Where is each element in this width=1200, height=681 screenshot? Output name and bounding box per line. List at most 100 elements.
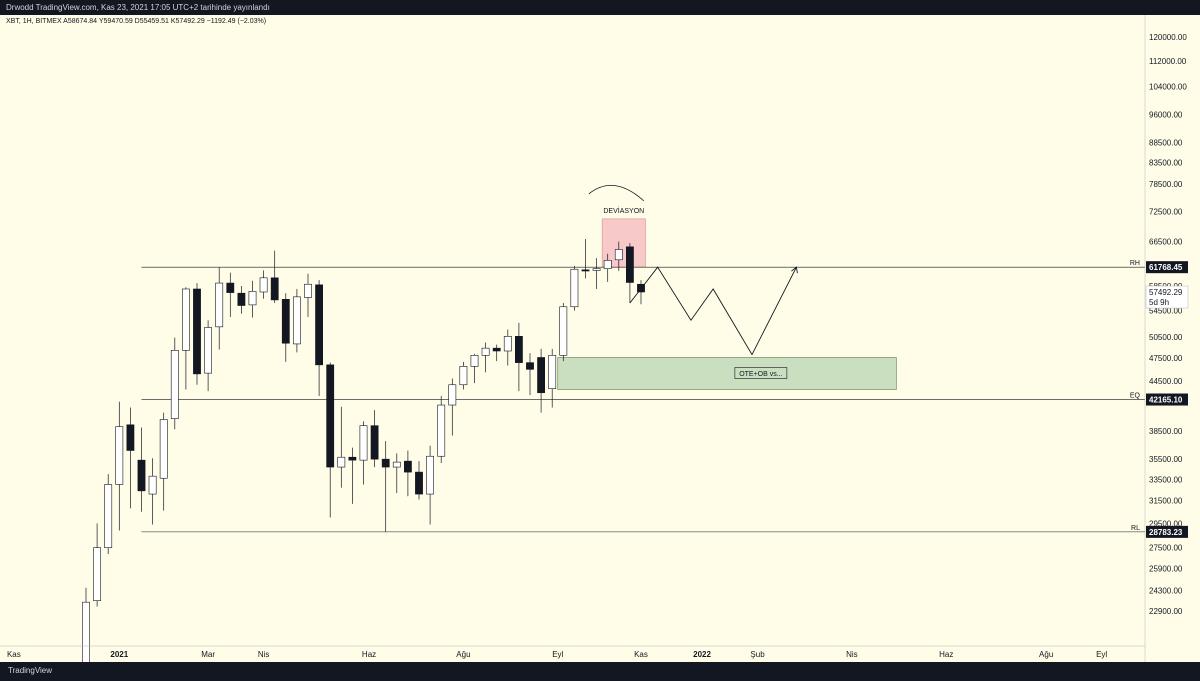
candle-bear [625,246,634,283]
level-price-tag-text: 42165.10 [1149,396,1183,405]
price-tick-label: 24300.00 [1149,587,1183,596]
candle-bull [614,249,623,261]
candle-bull [470,355,479,367]
time-tick-label: Mar [201,650,215,659]
level-price-tag-text: 61768.45 [1149,263,1183,272]
level-price-tag [1146,525,1188,538]
symbol-info: XBT, 1H, BITMEX A58674.84 Y59470.59 D554… [6,18,267,25]
candle-bull [82,601,90,662]
candle-bull [359,425,368,461]
candle-bear [237,292,246,306]
footer-bar: TradingView [0,662,1200,681]
candle-bull [182,288,190,351]
projection [629,266,798,356]
projection-path [629,266,797,356]
projection-arrowhead [791,266,798,274]
candle-bull [204,327,212,374]
candle-bull [215,282,224,328]
candle-bear [415,471,423,495]
price-tick-label: 54500.00 [1149,307,1183,316]
price-tick-label: 25900.00 [1149,564,1183,573]
deviation-zone [601,218,646,268]
annotations: DEVİASYON OTE+OB vs... [588,184,788,379]
price-tick-label: 33500.00 [1149,475,1183,484]
time-tick-label: Şub [750,650,765,659]
candle-bull [503,336,512,352]
zones [557,218,897,390]
ote-ob-zone [557,357,897,390]
candle-bear [348,456,357,461]
levels: RH EQ RL [141,260,1145,533]
candle-bull [448,384,457,406]
price-tick-label: 72500.00 [1149,208,1183,217]
price-tick-label: 44500.00 [1149,377,1183,386]
time-tick-label: Haz [939,650,953,659]
time-axis[interactable]: Kas 2021 Mar Nis Haz Ağu Eyl Kas 2022 Şub Nis Haz Ağ… [7,650,1107,659]
time-tick-label: Haz [362,650,376,659]
candle-bear [315,284,323,366]
countdown-text: 5d 9h [1149,298,1169,307]
price-tick-label: 104000.00 [1149,83,1187,92]
time-tick-label: Eyl [552,650,563,659]
candle-bear [281,299,290,344]
candles [82,238,645,662]
price-tick-label: 27500.00 [1149,544,1183,553]
candle-bull [437,404,446,457]
candle-bear [326,364,335,468]
candle-bull [481,347,490,356]
candle-bear [492,347,501,352]
candle-bear [370,425,379,460]
candle-bull [459,366,468,386]
time-tick-label: Nis [846,650,858,659]
price-tick-label: 38500.00 [1149,427,1183,436]
price-tick-label: 83500.00 [1149,159,1183,168]
publish-title: Drwodd TradingView.com, Kas 23, 2021 17:… [6,3,270,12]
price-chart[interactable]: RH EQ RL DEVİASYON OTE+OB vs... 120000.00 11… [0,15,1200,662]
ote-label-box [734,367,788,379]
price-axis[interactable]: 120000.00 112000.00 104000.00 96000.00 88500… [1149,33,1187,616]
price-tick-label: 22900.00 [1149,607,1183,616]
time-tick-label: Nis [258,650,270,659]
candle-bear [270,277,279,301]
candle-bull [170,349,179,419]
candle-bull [603,260,612,269]
price-tick-label: 31500.00 [1149,497,1183,506]
candle-bull [115,426,124,485]
candle-bull [592,268,601,271]
candle-bull [248,291,257,306]
current-price-tag [1145,285,1189,309]
candle-bull [159,419,168,479]
price-tick-label: 78500.00 [1149,180,1183,189]
ote-label: OTE+OB vs... [739,371,782,378]
candle-bear [526,362,534,370]
time-tick-label: Ağu [1039,650,1053,659]
candle-bear [226,282,235,293]
candle-bear [193,288,201,375]
level-label-rl: RL [1131,525,1140,532]
deviation-arc [588,184,645,202]
price-tick-label: 35500.00 [1149,455,1183,464]
candle-bear [381,458,390,468]
candle-bull [570,268,579,308]
time-tick-label: Ağu [456,650,470,659]
candle-bear [514,336,523,363]
candle-bull [93,547,101,601]
level-price-tag-text: 28783.23 [1149,528,1183,537]
price-tick-label: 66500.00 [1149,238,1183,247]
candle-bull [337,456,346,468]
current-price-text: 57492.29 [1149,288,1183,297]
price-tick-label: 120000.00 [1149,33,1187,42]
deviation-label: DEVİASYON [603,206,644,215]
candle-bull [148,475,157,495]
candle-bull [548,355,557,390]
time-tick-label: Kas [634,650,648,659]
candle-bear [137,459,146,492]
price-tick-label: 29500.00 [1149,519,1183,528]
candle-bull [292,296,301,345]
candle-bull [104,484,113,548]
candle-bull [559,306,568,356]
time-tick-label: Eyl [1096,650,1107,659]
level-label-eq: EQ [1130,393,1141,400]
price-tick-label: 112000.00 [1149,57,1187,66]
